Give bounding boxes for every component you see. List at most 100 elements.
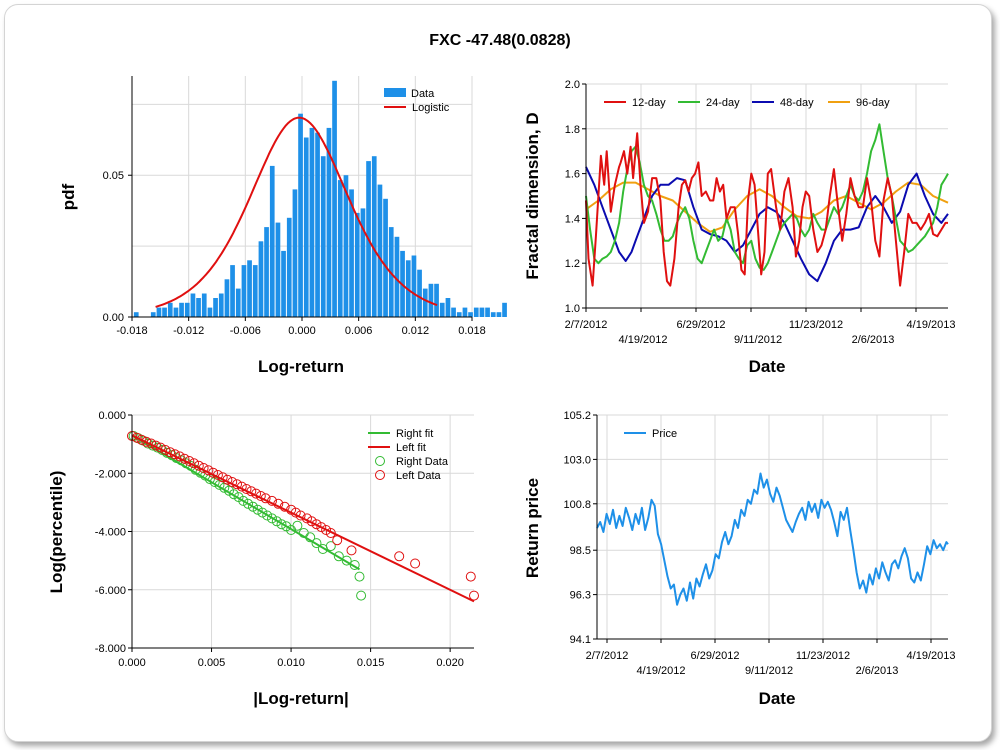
fractal-xtick-label: 2/7/2012 bbox=[565, 319, 608, 331]
tail-left-data-point bbox=[174, 451, 185, 462]
pdf-xlabel: Log-return bbox=[258, 357, 344, 376]
pdf-bar bbox=[196, 298, 201, 317]
tail-right-data-point bbox=[238, 495, 249, 506]
pdf-bar bbox=[383, 198, 388, 317]
tail-left-data-point bbox=[165, 447, 176, 458]
tail-left-data-point bbox=[241, 484, 252, 494]
fractal-ytick-label: 1.4 bbox=[565, 213, 580, 225]
tail-left-data-point bbox=[255, 491, 266, 501]
tail-legend-left-data-swatch bbox=[375, 470, 385, 480]
price-xtick-label: 2/6/2013 bbox=[856, 665, 899, 677]
pdf-bar bbox=[428, 283, 434, 317]
fractal-xtick-label: 2/6/2013 bbox=[852, 334, 895, 346]
tail-left-data-point bbox=[260, 493, 271, 504]
tail-left-data-point bbox=[212, 470, 223, 480]
pdf-bar bbox=[269, 165, 275, 317]
pdf-bar bbox=[417, 269, 422, 317]
price-ytick-label: 103.0 bbox=[563, 454, 591, 466]
pdf-ytick-label: 0.00 bbox=[103, 312, 124, 324]
pdf-bar bbox=[434, 283, 439, 317]
pdf-bar bbox=[360, 208, 366, 317]
fractal-xtick-label: 9/11/2012 bbox=[734, 334, 782, 346]
price-ytick-label: 105.2 bbox=[563, 410, 591, 422]
pdf-bar bbox=[377, 184, 383, 317]
pdf-bar bbox=[473, 307, 479, 317]
pdf-bar bbox=[309, 127, 315, 318]
tail-ytick-label: -8.000 bbox=[95, 643, 126, 655]
tail-ytick-label: -6.000 bbox=[95, 585, 126, 597]
pdf-bar bbox=[292, 189, 298, 317]
pdf-bar bbox=[451, 307, 456, 317]
tail-ylabel: Log(percentile) bbox=[47, 471, 66, 594]
tail-left-data-point bbox=[222, 474, 233, 485]
pdf-bar bbox=[258, 241, 264, 317]
pdf-bar bbox=[479, 307, 485, 317]
tail-left-data-point bbox=[325, 528, 336, 538]
tail-xtick-label: 0.005 bbox=[198, 657, 226, 669]
pdf-bar bbox=[394, 236, 400, 317]
pdf-bar bbox=[162, 307, 167, 317]
tail-left-data-point bbox=[184, 456, 195, 466]
pdf-bar bbox=[445, 298, 451, 317]
pdf-bar bbox=[468, 312, 473, 317]
pdf-bar bbox=[247, 260, 252, 317]
price-legend-label: Price bbox=[652, 428, 677, 440]
tail-legend-left-fit-label: Left fit bbox=[396, 442, 426, 454]
pdf-xtick-label: -0.006 bbox=[230, 325, 261, 337]
tail-left-data-point bbox=[469, 590, 479, 601]
price-ylabel: Return price bbox=[523, 478, 542, 578]
pdf-bar bbox=[337, 180, 343, 317]
price-xtick-label: 11/23/2012 bbox=[796, 650, 850, 662]
tail-left-data-point bbox=[295, 510, 306, 521]
tail-left-data-point bbox=[267, 495, 277, 506]
tail-ytick-label: -2.000 bbox=[95, 468, 126, 480]
tail-left-data-point bbox=[227, 477, 238, 487]
pdf-ylabel: pdf bbox=[59, 183, 78, 210]
tail-left-data-point bbox=[150, 440, 161, 451]
tail-left-data-point bbox=[332, 535, 343, 546]
pdf-bar bbox=[456, 312, 462, 317]
tail-legend-right-data-swatch bbox=[375, 456, 385, 466]
tail-right-data-point bbox=[356, 590, 367, 601]
tail-left-data-point bbox=[217, 472, 228, 483]
pdf-bar bbox=[213, 298, 218, 317]
fractal-xtick-label: 6/29/2012 bbox=[677, 319, 726, 331]
pdf-bar bbox=[371, 156, 377, 317]
tail-left-data-point bbox=[311, 519, 322, 530]
tail-left-data-point bbox=[160, 445, 171, 455]
fractal-legend-24-day-label: 24-day bbox=[706, 97, 740, 109]
pdf-logistic-curve bbox=[155, 116, 438, 308]
pdf-bar bbox=[252, 265, 258, 317]
tail-left-data-point bbox=[208, 467, 219, 478]
tail-right-data-point bbox=[276, 519, 287, 530]
pdf-bar bbox=[264, 227, 269, 317]
pdf-bar bbox=[133, 312, 139, 317]
tail-right-data-point bbox=[333, 551, 344, 562]
pdf-bar bbox=[485, 307, 490, 317]
price-ytick-label: 96.3 bbox=[570, 590, 591, 602]
fractal-ytick-label: 1.6 bbox=[565, 169, 580, 181]
tail-right-data-point bbox=[243, 498, 254, 509]
pdf-legend-data-swatch bbox=[384, 88, 406, 97]
fractal-ytick-label: 1.8 bbox=[565, 124, 580, 136]
price-xtick-label: 4/19/2012 bbox=[637, 665, 686, 677]
tail-left-data-point bbox=[169, 449, 180, 460]
tail-left-data-point bbox=[146, 438, 157, 449]
tail-right-fit-line bbox=[131, 434, 361, 571]
pdf-bar bbox=[298, 113, 303, 317]
tail-xlabel: |Log-return| bbox=[253, 689, 348, 708]
fractal-series-12-day bbox=[585, 132, 948, 287]
pdf-bar bbox=[343, 175, 349, 317]
price-series-line bbox=[596, 472, 949, 606]
pdf-bar bbox=[275, 222, 281, 317]
tail-ytick-label: 0.000 bbox=[98, 410, 126, 422]
fractal-legend-48-day-label: 48-day bbox=[780, 97, 814, 109]
tail-left-data-point bbox=[141, 436, 152, 447]
price-ytick-label: 100.8 bbox=[563, 499, 591, 511]
pdf-bar bbox=[354, 212, 360, 317]
pdf-bar bbox=[496, 312, 502, 317]
pdf-xtick-label: 0.000 bbox=[288, 325, 316, 337]
pdf-bar bbox=[349, 189, 354, 317]
price-xlabel: Date bbox=[759, 689, 796, 708]
pdf-ytick-label: 0.05 bbox=[103, 170, 124, 182]
